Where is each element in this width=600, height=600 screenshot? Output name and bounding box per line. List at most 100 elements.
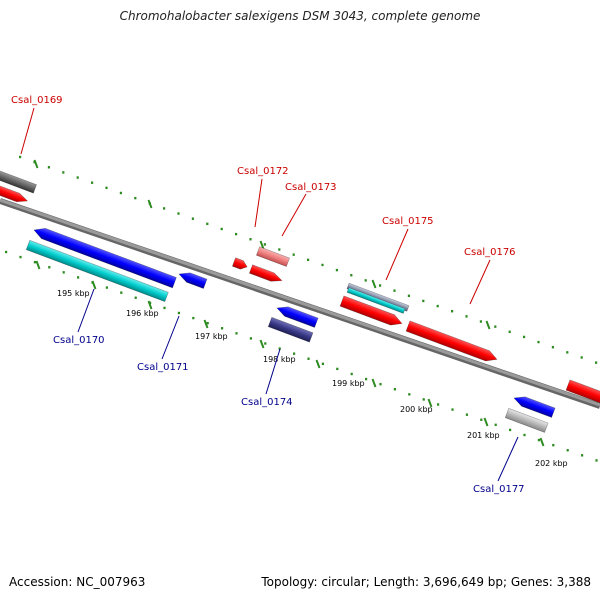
outer-track-dot xyxy=(379,284,382,287)
inner-track-dot xyxy=(595,459,598,462)
outer-track-dot xyxy=(119,191,122,195)
inner-track-dot xyxy=(494,423,497,427)
outer-track-dot xyxy=(566,351,569,354)
inner-track-dot xyxy=(235,332,238,335)
scale-label: 199 kbp xyxy=(332,379,365,388)
inner-track-dot xyxy=(77,276,80,279)
outer-track-dot xyxy=(19,155,22,159)
inner-track-dot xyxy=(5,250,8,254)
gene-label: Csal_0177 xyxy=(473,484,525,495)
gene-csal-0177 xyxy=(513,396,556,418)
gene-label-leader xyxy=(385,228,409,281)
gene-csal-0174 xyxy=(276,306,319,328)
inner-track-dot xyxy=(451,408,454,411)
outer-track-dot xyxy=(422,299,425,303)
major-tick xyxy=(259,240,265,250)
inner-track-dot xyxy=(523,433,526,437)
gene-csal-0178 xyxy=(565,379,600,405)
genome-summary-text: Topology: circular; Length: 3,696,649 bp… xyxy=(261,575,591,589)
major-tick xyxy=(33,159,39,169)
gene-label-leader xyxy=(161,315,180,360)
outer-track-dot xyxy=(220,227,223,231)
gene-csal-0169 xyxy=(0,167,37,194)
scale-label: 196 kbp xyxy=(126,309,159,318)
gene-csal-0175c xyxy=(346,287,406,314)
inner-track-dot xyxy=(509,428,512,432)
gene-csal-0174b xyxy=(267,316,314,343)
genome-backbone xyxy=(0,198,600,409)
inner-track-dot xyxy=(48,266,51,269)
outer-track-dot xyxy=(508,330,511,333)
gene-label-leader xyxy=(265,348,281,395)
accession-text: Accession: NC_007963 xyxy=(9,575,146,589)
outer-track-dot xyxy=(321,263,324,267)
inner-track-dot xyxy=(278,347,281,350)
outer-track-dot xyxy=(62,171,65,174)
inner-track-dot xyxy=(33,260,36,264)
inner-track-dot xyxy=(134,296,137,299)
gene-label: Csal_0171 xyxy=(137,362,189,373)
major-tick xyxy=(91,280,97,290)
major-tick xyxy=(203,319,209,329)
inner-track-dot xyxy=(19,255,22,259)
scale-label: 200 kbp xyxy=(400,405,433,414)
gene-csal-0169b xyxy=(0,182,29,203)
major-tick xyxy=(35,260,41,270)
gene-label: Csal_0169 xyxy=(11,95,63,106)
gene-features xyxy=(0,167,600,433)
inner-track-dot xyxy=(321,362,324,366)
inner-track-dot xyxy=(221,327,224,330)
scale-label: 195 kbp xyxy=(57,289,90,298)
inner-track-dot xyxy=(480,418,483,421)
inner-track-dot xyxy=(365,377,368,381)
outer-track-dot xyxy=(364,279,367,282)
inner-track-dot xyxy=(62,271,65,274)
inner-track-dot xyxy=(249,337,252,340)
gene-csal-0173 xyxy=(249,264,283,282)
major-tick xyxy=(371,378,377,388)
inner-track-dot xyxy=(192,316,195,320)
inner-track-dot xyxy=(552,443,555,447)
outer-track-dot xyxy=(76,176,79,179)
major-tick xyxy=(539,437,545,447)
gene-label-leader xyxy=(77,288,95,333)
outer-track-dot xyxy=(451,310,454,313)
outer-track-dot xyxy=(249,238,252,241)
outer-track-dot xyxy=(235,232,238,236)
outer-track-dot xyxy=(335,268,338,272)
gene-label: Csal_0175 xyxy=(382,216,434,227)
gene-csal-0170b xyxy=(25,239,169,303)
outer-track-dot xyxy=(278,248,281,251)
gene-label-leader xyxy=(497,436,519,482)
gene-csal-0171 xyxy=(178,272,208,289)
inner-track-dot xyxy=(422,398,425,401)
gene-label-leader xyxy=(469,259,491,305)
inner-track-dot xyxy=(566,449,569,452)
inner-track-dot xyxy=(206,321,209,325)
outer-track-dot xyxy=(163,207,166,210)
inner-track-dot xyxy=(177,311,180,315)
scale-label: 201 kbp xyxy=(467,431,500,440)
inner-track-dot xyxy=(437,403,440,406)
outer-track-dot xyxy=(91,181,94,184)
major-tick xyxy=(147,300,153,310)
inner-track-dot xyxy=(379,382,382,386)
inner-track-dot xyxy=(408,393,411,396)
outer-track-dot xyxy=(551,346,554,349)
outer-track-dot xyxy=(523,335,526,339)
gene-label-leader xyxy=(20,107,35,155)
outer-track-dot xyxy=(479,320,482,323)
gene-label: Csal_0176 xyxy=(464,247,516,258)
scale-ticks: 195 kbp 196 kbp 197 kbp 198 kbp 199 kbp 200 k… xyxy=(5,155,598,468)
major-tick xyxy=(371,279,377,289)
gene-csal-0172 xyxy=(232,257,248,270)
map-title: Chromohalobacter salexigens DSM 3043, co… xyxy=(119,9,481,23)
inner-track-dot xyxy=(264,342,267,345)
major-tick xyxy=(483,417,489,427)
gene-labels: Csal_0169 Csal_0170 Csal_0171 Csal_0172 Csal… xyxy=(11,95,525,495)
inner-track-dot xyxy=(336,367,339,371)
backbone-line xyxy=(0,198,600,407)
inner-track-dot xyxy=(581,454,584,457)
inner-track-dot xyxy=(307,357,310,360)
